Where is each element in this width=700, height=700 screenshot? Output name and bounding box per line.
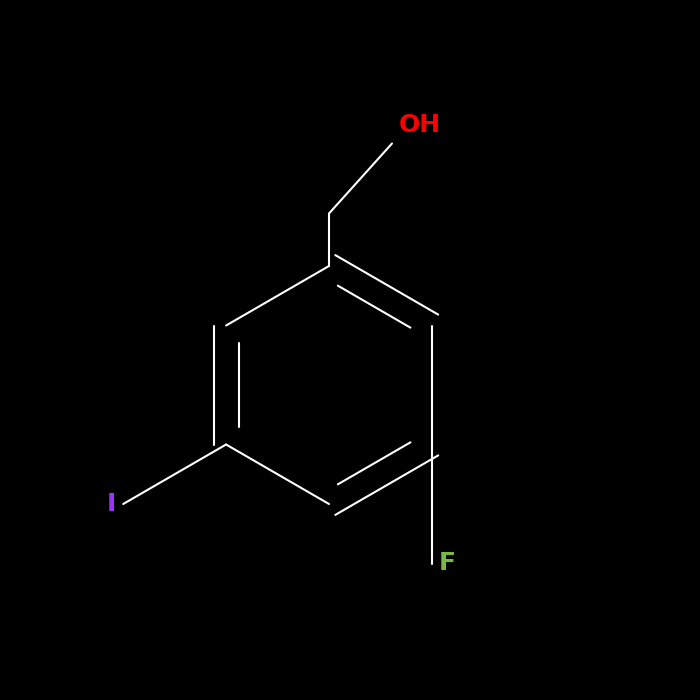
Text: OH: OH: [399, 113, 441, 136]
Text: I: I: [107, 492, 116, 516]
Text: F: F: [439, 552, 456, 575]
